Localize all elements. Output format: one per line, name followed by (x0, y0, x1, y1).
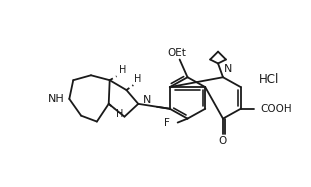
Text: N: N (224, 64, 232, 74)
Text: H: H (118, 65, 126, 75)
Text: HCl: HCl (258, 73, 279, 86)
Text: H: H (116, 109, 123, 119)
Text: NH: NH (48, 94, 64, 104)
Text: COOH: COOH (260, 104, 292, 114)
Text: OEt: OEt (167, 48, 186, 58)
Text: N: N (143, 95, 151, 105)
Text: F: F (164, 118, 170, 128)
Text: O: O (219, 136, 227, 146)
Text: H: H (134, 74, 142, 84)
